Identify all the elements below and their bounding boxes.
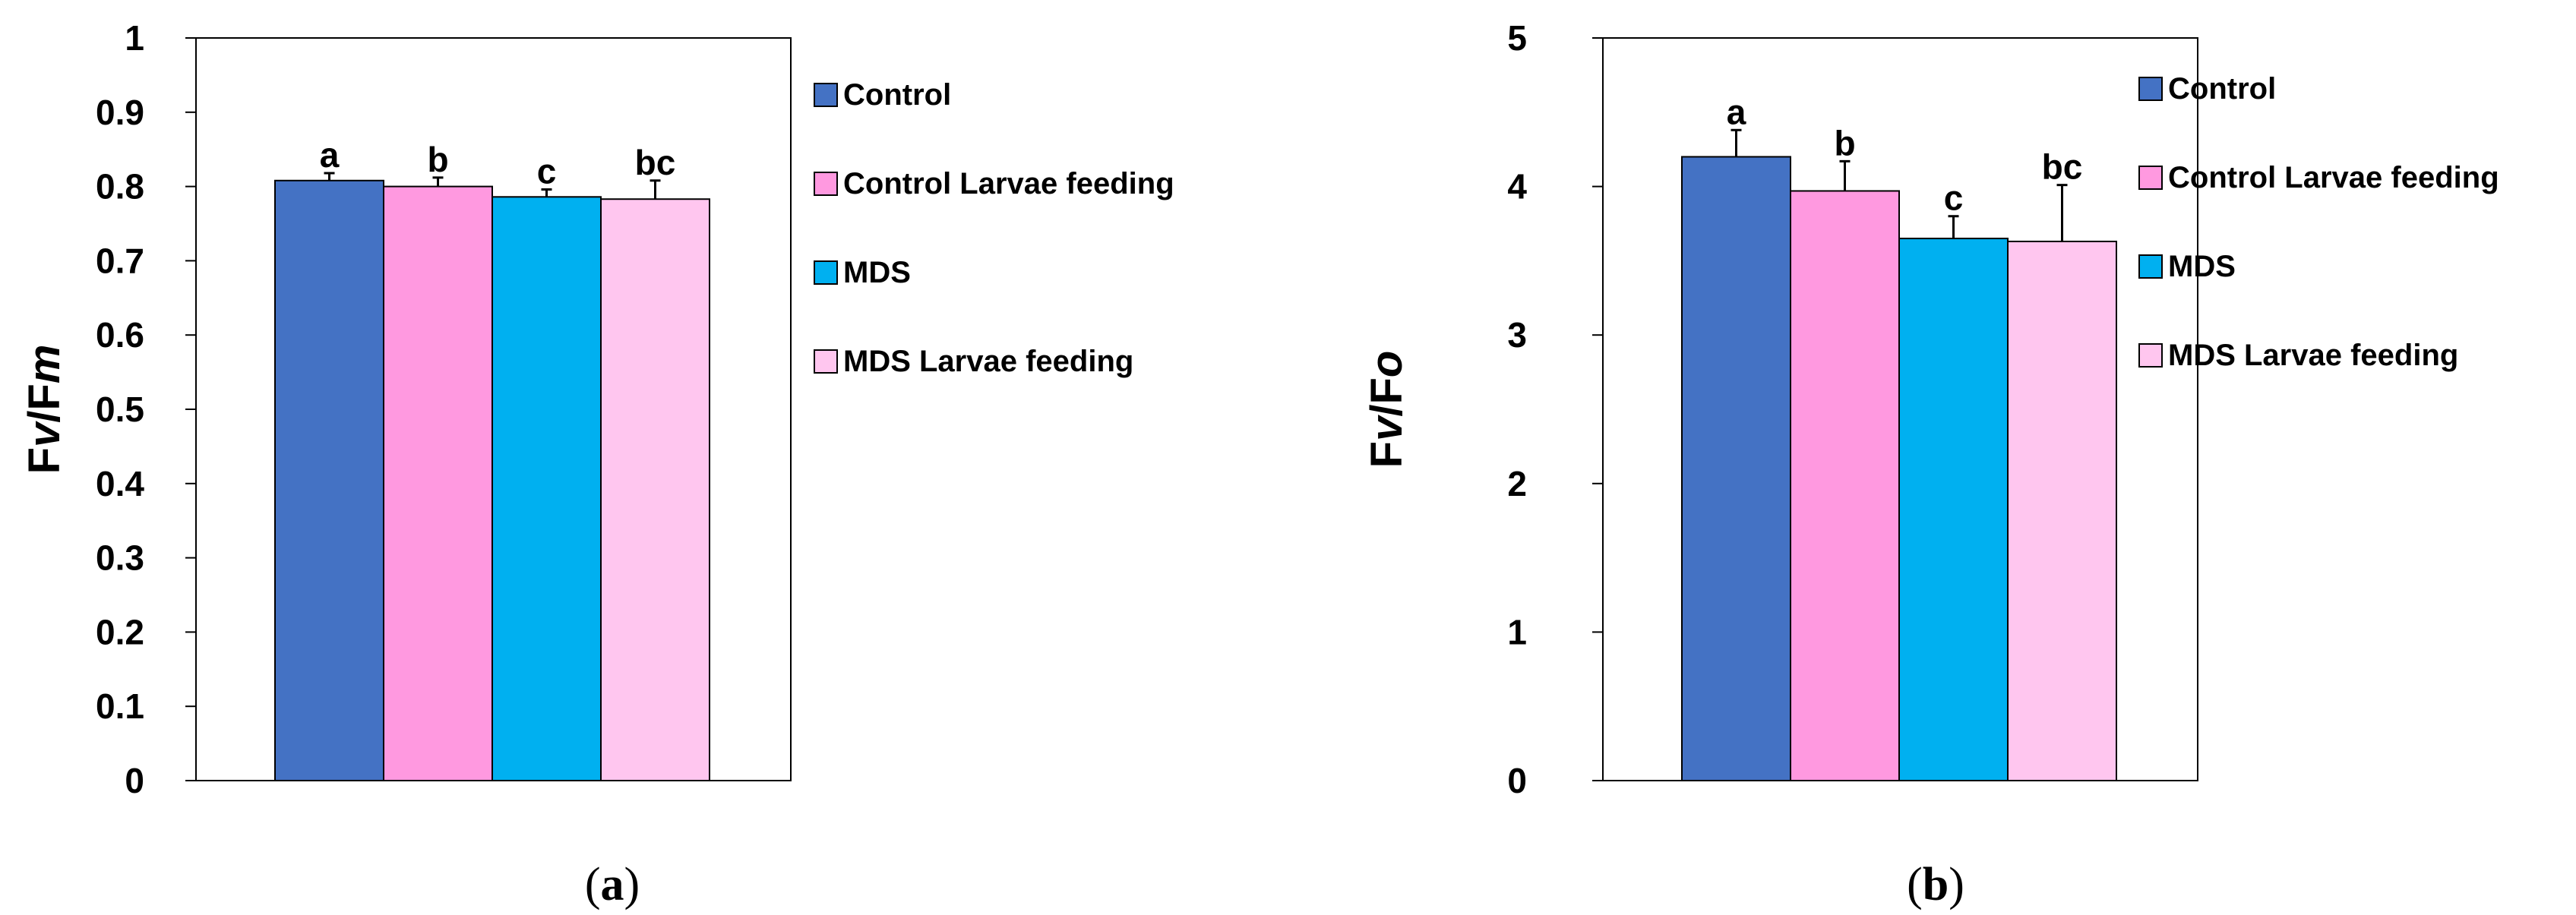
y-tick-label: 0.9 <box>96 93 144 132</box>
bar-control-larvae-feeding <box>383 185 493 782</box>
significance-letter: b <box>427 140 448 179</box>
legend-label: MDS <box>843 256 911 289</box>
legend-swatch <box>2138 254 2163 279</box>
legend-swatch <box>814 83 838 107</box>
y-tick-label: 1 <box>125 18 144 58</box>
bar-mds-larvae-feeding <box>2007 240 2117 781</box>
legend-swatch <box>814 260 838 285</box>
bar-mds <box>1898 238 2009 781</box>
significance-letter: c <box>537 152 557 191</box>
y-tick-label: 0.2 <box>96 612 144 652</box>
legend-label: MDS Larvae feeding <box>2168 339 2458 372</box>
legend-swatch <box>2138 166 2163 190</box>
panel-label: (a) <box>585 859 640 910</box>
legend-label: Control <box>843 78 951 112</box>
legend-swatch <box>814 349 838 374</box>
y-tick-label: 0 <box>125 761 144 800</box>
legend-label: MDS Larvae feeding <box>843 345 1133 378</box>
bar-control <box>1681 156 1791 782</box>
y-tick-label: 0.4 <box>96 464 144 503</box>
chart-a: 0 0.1 0.2 0.3 0.4 0.5 0.6 0.7 0.8 0.9 1 Fv/Fm a Contr… <box>20 18 1174 910</box>
y-tick-label: 1 <box>1507 612 1527 652</box>
y-tick-label: 0.3 <box>96 538 144 578</box>
legend-swatch <box>2138 77 2163 101</box>
significance-letter: b <box>1834 123 1855 162</box>
significance-letter: bc <box>635 143 676 182</box>
significance-letter: a <box>320 135 340 175</box>
significance-letter: c <box>1944 178 1964 218</box>
legend-swatch <box>814 172 838 196</box>
y-tick-label: 0.5 <box>96 390 144 429</box>
chart-b: 0 1 2 3 4 5 Fv/Fo a Control b Control Larvae feedi… <box>1362 18 2499 910</box>
y-axis-label: Fv/Fo <box>1362 351 1411 469</box>
bar-mds-larvae-feeding <box>600 198 710 781</box>
y-axis-label: Fv/Fm <box>20 345 69 475</box>
y-tick-label: 0.1 <box>96 686 144 726</box>
legend-label: Control <box>2168 72 2276 106</box>
y-tick-label: 4 <box>1507 167 1527 207</box>
bar-control <box>274 179 384 781</box>
legend-label: Control Larvae feeding <box>2168 161 2499 194</box>
legend-swatch <box>2138 343 2163 368</box>
y-tick-label: 3 <box>1507 315 1527 355</box>
y-tick-label: 0.8 <box>96 167 144 207</box>
legend-label: Control Larvae feeding <box>843 167 1174 200</box>
panel-label: (b) <box>1907 859 1964 910</box>
significance-letter: a <box>1727 92 1746 131</box>
legend-label: MDS <box>2168 250 2236 283</box>
y-tick-label: 5 <box>1507 18 1527 58</box>
y-tick-label: 0 <box>1507 761 1527 800</box>
significance-letter: bc <box>2042 147 2083 187</box>
bar-mds <box>491 196 602 781</box>
y-tick-label: 0.7 <box>96 241 144 280</box>
y-tick-label: 2 <box>1507 464 1527 503</box>
bar-control-larvae-feeding <box>1790 190 1900 781</box>
y-tick-label: 0.6 <box>96 315 144 355</box>
